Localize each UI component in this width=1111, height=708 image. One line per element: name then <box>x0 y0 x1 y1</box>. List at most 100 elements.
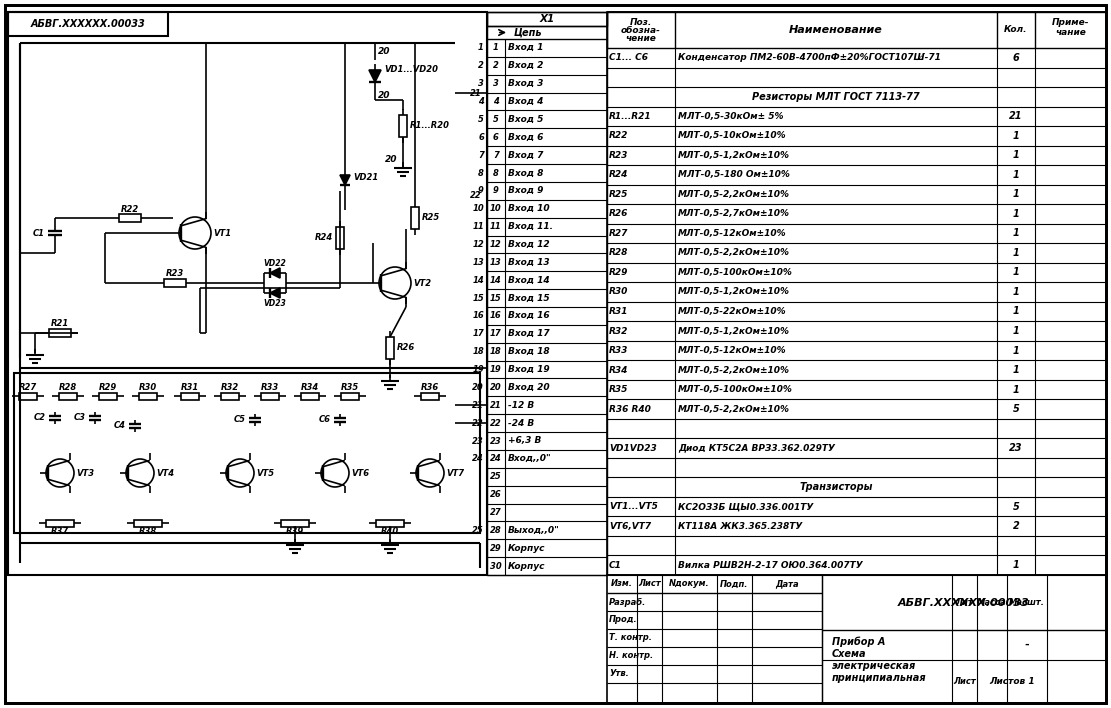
Text: R39: R39 <box>286 527 304 536</box>
Text: 20: 20 <box>472 383 484 392</box>
Text: VT1...VT5: VT1...VT5 <box>609 502 658 511</box>
Text: МЛТ-0,5-2,2кОм±10%: МЛТ-0,5-2,2кОм±10% <box>678 190 790 199</box>
Bar <box>8 12 168 36</box>
Text: чание: чание <box>1055 28 1085 37</box>
Polygon shape <box>270 268 280 278</box>
Text: 24: 24 <box>472 455 484 463</box>
Bar <box>99 392 117 399</box>
Text: 1: 1 <box>1012 268 1020 278</box>
Text: C6: C6 <box>319 416 331 425</box>
Text: 29: 29 <box>490 544 502 553</box>
Text: VD22: VD22 <box>263 258 287 268</box>
Text: 1: 1 <box>1012 384 1020 394</box>
Text: R35: R35 <box>609 385 629 394</box>
Bar <box>399 115 407 137</box>
Bar <box>139 392 157 399</box>
Text: 5: 5 <box>1012 502 1020 512</box>
Text: R36: R36 <box>421 383 439 392</box>
Text: R33: R33 <box>261 383 279 392</box>
Text: 1: 1 <box>1012 365 1020 375</box>
Text: МЛТ-0,5-180 Ом±10%: МЛТ-0,5-180 Ом±10% <box>678 171 790 179</box>
Text: -: - <box>1024 640 1029 650</box>
Text: чение: чение <box>625 34 657 43</box>
Text: 4: 4 <box>478 97 484 106</box>
Text: R31: R31 <box>181 383 199 392</box>
Bar <box>421 392 439 399</box>
Polygon shape <box>340 175 350 185</box>
Bar <box>261 392 279 399</box>
Text: 15: 15 <box>490 294 502 302</box>
Text: МЛТ-0,5-1,2кОм±10%: МЛТ-0,5-1,2кОм±10% <box>678 326 790 336</box>
Text: 19: 19 <box>472 365 484 374</box>
Text: 21: 21 <box>490 401 502 410</box>
Text: 14: 14 <box>472 275 484 285</box>
Text: Вход 3: Вход 3 <box>508 79 543 88</box>
Text: 23: 23 <box>1009 443 1023 453</box>
Bar <box>376 520 404 527</box>
Text: МЛТ-0,5-12кОм±10%: МЛТ-0,5-12кОм±10% <box>678 346 787 355</box>
Text: 15: 15 <box>472 294 484 302</box>
Text: 1: 1 <box>1012 229 1020 239</box>
Text: Прибор А: Прибор А <box>832 636 885 647</box>
Text: Диод КТ5С2А ВРЗ3.362.029ТУ: Диод КТ5С2А ВРЗ3.362.029ТУ <box>678 444 835 452</box>
Text: R27: R27 <box>609 229 629 238</box>
Text: 1: 1 <box>493 43 499 52</box>
Text: R26: R26 <box>397 343 416 353</box>
Text: 4: 4 <box>493 97 499 106</box>
Text: R30: R30 <box>139 383 157 392</box>
Text: VD1...VD20: VD1...VD20 <box>384 66 438 74</box>
Text: Вход 13: Вход 13 <box>508 258 550 267</box>
Text: 20: 20 <box>386 156 398 164</box>
Text: 11: 11 <box>490 222 502 231</box>
Text: 1: 1 <box>1012 248 1020 258</box>
Text: R34: R34 <box>609 365 629 375</box>
Text: Резисторы МЛТ ГОСТ 7113-77: Резисторы МЛТ ГОСТ 7113-77 <box>752 92 920 102</box>
Text: Поз.: Поз. <box>630 18 652 27</box>
Text: 17: 17 <box>490 329 502 338</box>
Text: VT2: VT2 <box>413 278 431 287</box>
Text: Корпус: Корпус <box>508 544 546 553</box>
Text: обозна-: обозна- <box>621 26 661 35</box>
Text: МЛТ-0,5-22кОм±10%: МЛТ-0,5-22кОм±10% <box>678 307 787 316</box>
Text: Вход,,0": Вход,,0" <box>508 455 552 463</box>
Text: Корпус: Корпус <box>508 561 546 571</box>
Text: 23: 23 <box>472 437 484 445</box>
Text: R1...R20: R1...R20 <box>410 122 450 130</box>
Text: 18: 18 <box>490 347 502 356</box>
Text: R37: R37 <box>51 527 69 536</box>
Bar <box>341 392 359 399</box>
Text: 30: 30 <box>490 561 502 571</box>
Text: КС2ОЗ3Б ЩЫ0.336.001ТУ: КС2ОЗ3Б ЩЫ0.336.001ТУ <box>678 502 813 511</box>
Text: Т. контр.: Т. контр. <box>609 634 652 642</box>
Text: 9: 9 <box>493 186 499 195</box>
Bar <box>411 207 419 229</box>
Text: Вход 19: Вход 19 <box>508 365 550 374</box>
Bar <box>19 392 37 399</box>
Text: 6: 6 <box>1012 53 1020 63</box>
Text: 12: 12 <box>472 240 484 249</box>
Text: 9: 9 <box>478 186 484 195</box>
Text: 14: 14 <box>490 275 502 285</box>
Text: 10: 10 <box>472 204 484 213</box>
Text: R31: R31 <box>609 307 629 316</box>
Text: Листов 1: Листов 1 <box>989 677 1034 686</box>
Text: Вход 15: Вход 15 <box>508 294 550 302</box>
Text: 10: 10 <box>490 204 502 213</box>
Text: МЛТ-0,5-1,2кОм±10%: МЛТ-0,5-1,2кОм±10% <box>678 287 790 297</box>
Text: Вход 1: Вход 1 <box>508 43 543 52</box>
Bar <box>221 392 239 399</box>
Bar <box>164 279 186 287</box>
Text: 25: 25 <box>472 526 484 535</box>
Text: Вход 20: Вход 20 <box>508 383 550 392</box>
Text: R28: R28 <box>59 383 77 392</box>
Text: 8: 8 <box>478 169 484 178</box>
Text: -24 В: -24 В <box>508 418 534 428</box>
Text: 20: 20 <box>378 47 390 55</box>
Text: Изм.: Изм. <box>611 580 633 588</box>
Bar <box>8 12 487 575</box>
Text: 20: 20 <box>378 91 390 100</box>
Text: Вход 18: Вход 18 <box>508 347 550 356</box>
Text: 7: 7 <box>493 151 499 159</box>
Text: Схема: Схема <box>832 649 867 659</box>
Text: 12: 12 <box>490 240 502 249</box>
